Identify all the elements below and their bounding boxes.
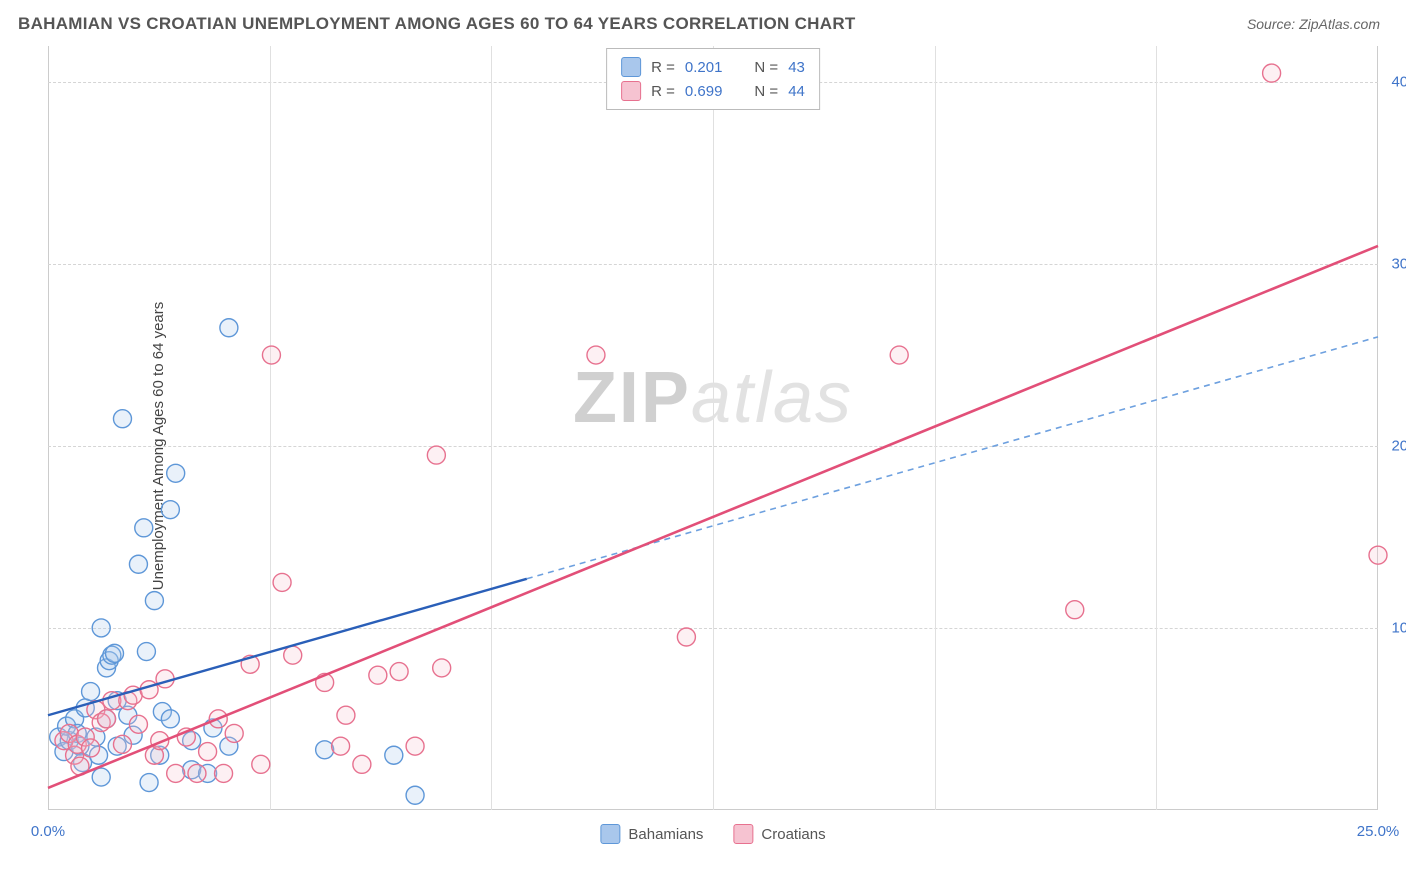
source-attribution: Source: ZipAtlas.com — [1247, 16, 1380, 32]
y-tick-label: 40.0% — [1391, 74, 1406, 91]
data-point — [167, 464, 185, 482]
data-point — [215, 764, 233, 782]
y-tick-label: 30.0% — [1391, 256, 1406, 273]
data-point — [433, 659, 451, 677]
data-point — [252, 755, 270, 773]
header: BAHAMIAN VS CROATIAN UNEMPLOYMENT AMONG … — [0, 0, 1406, 40]
data-point — [140, 774, 158, 792]
data-point — [82, 739, 100, 757]
chart-title: BAHAMIAN VS CROATIAN UNEMPLOYMENT AMONG … — [18, 14, 856, 34]
series-legend: Bahamians Croatians — [600, 824, 825, 844]
data-point — [129, 715, 147, 733]
stats-row-bahamians: R = 0.201 N = 43 — [621, 55, 805, 79]
data-point — [220, 319, 238, 337]
data-point — [385, 746, 403, 764]
legend-item-croatians: Croatians — [733, 824, 825, 844]
data-point — [1369, 546, 1387, 564]
data-point — [406, 737, 424, 755]
data-point — [890, 346, 908, 364]
stats-n-label: N = — [754, 83, 778, 100]
data-point — [369, 666, 387, 684]
source-name: ZipAtlas.com — [1299, 16, 1380, 32]
data-point — [337, 706, 355, 724]
data-point — [106, 644, 124, 662]
stats-r-label: R = — [651, 59, 675, 76]
stats-legend: R = 0.201 N = 43 R = 0.699 N = 44 — [606, 48, 820, 110]
data-point — [113, 410, 131, 428]
data-point — [167, 764, 185, 782]
trend-line — [48, 246, 1378, 788]
legend-swatch-bahamians — [600, 824, 620, 844]
data-point — [92, 768, 110, 786]
swatch-bahamians — [621, 57, 641, 77]
stats-n-value-1: 44 — [788, 83, 805, 100]
data-point — [82, 683, 100, 701]
data-point — [161, 501, 179, 519]
data-point — [587, 346, 605, 364]
trend-line-dashed — [527, 337, 1378, 579]
data-point — [390, 663, 408, 681]
data-point — [262, 346, 280, 364]
y-tick-label: 10.0% — [1391, 620, 1406, 637]
legend-label-croatians: Croatians — [761, 826, 825, 843]
data-point — [1066, 601, 1084, 619]
data-point — [92, 619, 110, 637]
swatch-croatians — [621, 81, 641, 101]
stats-r-label: R = — [651, 83, 675, 100]
stats-r-value-0: 0.201 — [685, 59, 723, 76]
plot-area: 10.0%20.0%30.0%40.0% 0.0%25.0% ZIPatlas … — [48, 46, 1378, 846]
legend-label-bahamians: Bahamians — [628, 826, 703, 843]
data-point — [129, 555, 147, 573]
data-point — [273, 573, 291, 591]
chart-container: Unemployment Among Ages 60 to 64 years 1… — [48, 46, 1378, 846]
data-point — [677, 628, 695, 646]
stats-n-value-0: 43 — [788, 59, 805, 76]
data-point — [161, 710, 179, 728]
stats-n-label: N = — [754, 59, 778, 76]
data-point — [427, 446, 445, 464]
data-point — [316, 741, 334, 759]
data-point — [406, 786, 424, 804]
data-point — [188, 764, 206, 782]
legend-item-bahamians: Bahamians — [600, 824, 703, 844]
scatter-plot-svg — [48, 46, 1378, 846]
data-point — [225, 724, 243, 742]
y-tick-label: 20.0% — [1391, 438, 1406, 455]
stats-r-value-1: 0.699 — [685, 83, 723, 100]
data-point — [135, 519, 153, 537]
data-point — [199, 743, 217, 761]
data-point — [145, 592, 163, 610]
data-point — [284, 646, 302, 664]
data-point — [1263, 64, 1281, 82]
data-point — [98, 710, 116, 728]
stats-row-croatians: R = 0.699 N = 44 — [621, 79, 805, 103]
data-point — [353, 755, 371, 773]
data-point — [137, 643, 155, 661]
data-point — [113, 735, 131, 753]
data-point — [332, 737, 350, 755]
legend-swatch-croatians — [733, 824, 753, 844]
source-prefix: Source: — [1247, 16, 1299, 32]
